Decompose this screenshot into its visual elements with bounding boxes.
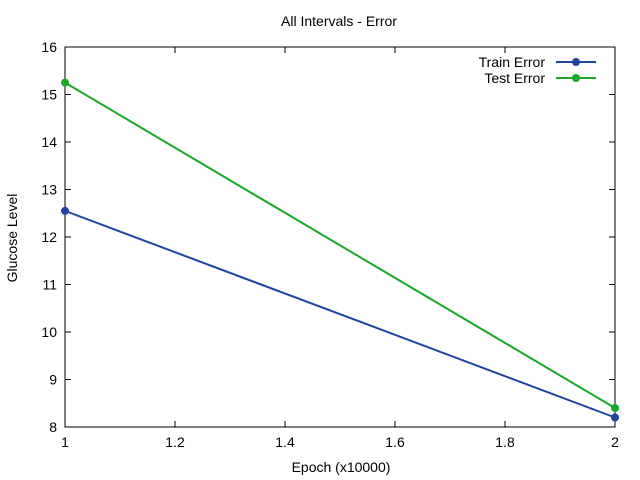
y-tick-label: 11 bbox=[42, 277, 57, 293]
data-point-test-error bbox=[611, 404, 619, 412]
plot-frame bbox=[64, 46, 616, 428]
y-tick-label: 8 bbox=[49, 419, 57, 435]
data-point-train-error bbox=[61, 206, 69, 215]
x-tick-label: 1.8 bbox=[495, 434, 515, 450]
legend-marker-train-error bbox=[572, 58, 580, 66]
x-tick-label: 1.6 bbox=[385, 434, 405, 450]
series-line-test-error bbox=[64, 81, 616, 409]
series-line-train-error bbox=[64, 209, 616, 419]
y-tick-label: 16 bbox=[41, 39, 57, 55]
y-axis-label: Glucose Level bbox=[4, 194, 20, 283]
y-tick-label: 15 bbox=[41, 87, 57, 103]
x-tick-label: 1.4 bbox=[275, 434, 295, 450]
y-tick-label: 13 bbox=[41, 182, 57, 198]
x-tick-label: 1 bbox=[61, 434, 69, 450]
legend-label-train-error: Train Error bbox=[479, 54, 546, 70]
y-tick-label: 9 bbox=[49, 372, 57, 388]
x-axis-label: Epoch (x10000) bbox=[292, 459, 391, 475]
y-tick-label: 10 bbox=[41, 324, 57, 340]
x-tick-label: 2 bbox=[611, 434, 619, 450]
legend-marker-test-error bbox=[572, 74, 580, 82]
y-tick-label: 12 bbox=[41, 229, 57, 245]
data-point-train-error bbox=[611, 413, 619, 422]
legend-label-test-error: Test Error bbox=[484, 70, 545, 86]
x-tick-label: 1.2 bbox=[165, 434, 185, 450]
data-point-test-error bbox=[61, 78, 69, 87]
y-tick-label: 14 bbox=[41, 134, 57, 150]
chart-title: All Intervals - Error bbox=[281, 13, 397, 29]
